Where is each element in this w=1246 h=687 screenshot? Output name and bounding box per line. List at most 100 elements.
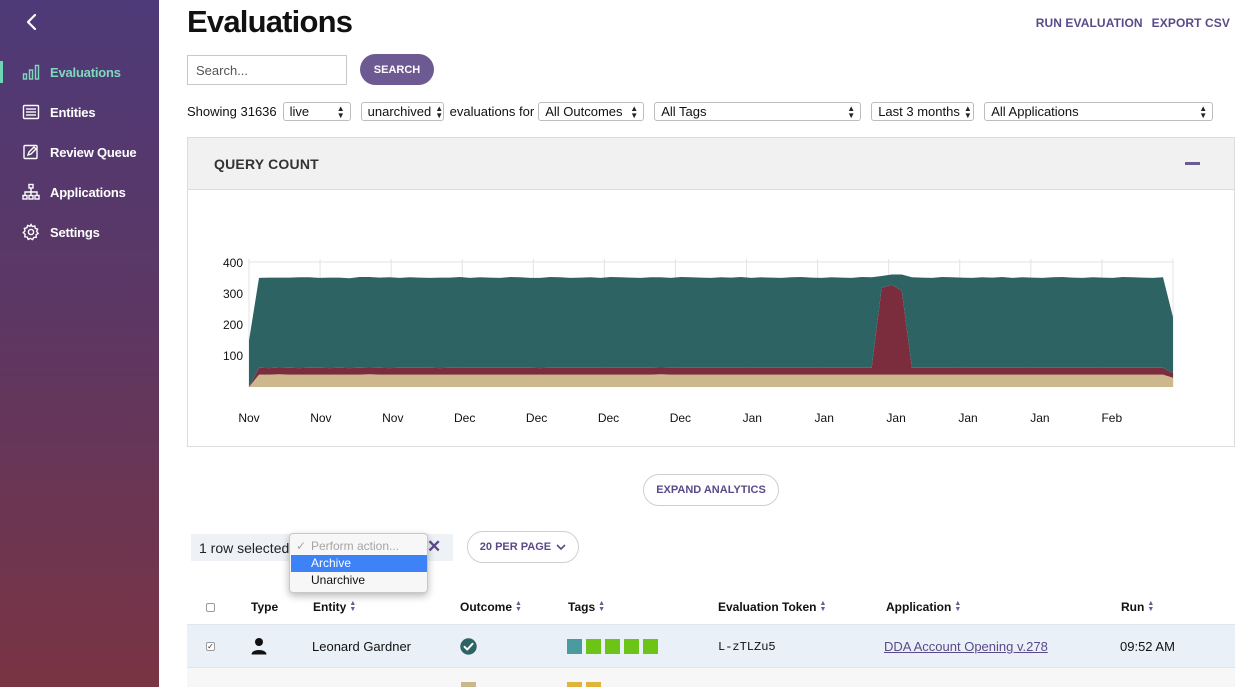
action-dropdown-menu: ✓ Perform action... Archive Unarchive [289, 533, 428, 593]
x-tick-label: Jan [958, 411, 977, 425]
select-all-checkbox[interactable] [206, 603, 215, 612]
column-header-evaluation-token[interactable]: Evaluation Token ▲ ▼ [718, 600, 826, 614]
area-series-0 [249, 374, 1173, 387]
archive-option[interactable]: Archive [291, 555, 427, 572]
header-label: Application [886, 600, 952, 614]
tag-chip[interactable] [605, 639, 620, 654]
bar-chart-icon [22, 63, 40, 81]
sidebar-item-evaluations[interactable]: Evaluations [0, 52, 159, 92]
sort-icon: ▲ ▼ [515, 600, 522, 613]
column-header-tags[interactable]: Tags ▲ ▼ [568, 600, 605, 614]
x-tick-label: Jan [743, 411, 762, 425]
tag-chip[interactable] [624, 639, 639, 654]
sidebar-item-entities[interactable]: Entities [0, 92, 159, 132]
search-input[interactable] [187, 55, 347, 85]
select-arrows-icon: ▲ ▼ [435, 103, 444, 120]
minus-icon[interactable] [1185, 162, 1200, 165]
card-title: QUERY COUNT [214, 156, 319, 172]
mode-select[interactable]: live ▲ ▼ [282, 102, 351, 121]
sidebar-item-label: Evaluations [50, 64, 121, 80]
period-select[interactable]: Last 3 months ▲ ▼ [871, 102, 975, 121]
showing-count: Showing 31636 [187, 104, 277, 119]
row-checkbox[interactable]: ✓ [206, 642, 215, 651]
sidebar-item-applications[interactable]: Applications [0, 172, 159, 212]
per-page-button[interactable]: 20 PER PAGE [467, 531, 579, 563]
query-count-chart: 100 200 300 400 Nov Nov Nov Dec Dec Dec Dec Jan Jan J… [223, 256, 1174, 425]
applications-select-value: All Applications [991, 104, 1079, 119]
expand-analytics-button[interactable]: EXPAND ANALYTICS [643, 474, 779, 506]
outcome-icon [461, 682, 476, 687]
x-tick-label: Dec [526, 411, 547, 425]
close-icon[interactable]: ✕ [427, 537, 442, 556]
tags-select[interactable]: All Tags ▲ ▼ [654, 102, 862, 121]
sitemap-icon [22, 183, 40, 201]
tag-chip[interactable] [567, 639, 582, 654]
archive-state-select-value: unarchived [367, 104, 432, 119]
select-arrows-icon: ▲ ▼ [630, 103, 639, 120]
page-title: Evaluations [187, 4, 353, 39]
query-count-card: QUERY COUNT 100 200 300 400 Nov Nov Nov Dec Dec D… [187, 137, 1235, 447]
y-tick-label: 300 [223, 287, 243, 301]
column-header-entity[interactable]: Entity ▲ ▼ [313, 600, 356, 614]
y-tick-label: 100 [223, 349, 243, 363]
check-icon: ✓ [296, 539, 307, 553]
entity-name[interactable]: Leonard Gardner [312, 639, 412, 654]
tag-chip[interactable] [586, 639, 601, 654]
select-arrows-icon: ▲ ▼ [847, 103, 856, 120]
sidebar-item-review-queue[interactable]: Review Queue [0, 132, 159, 172]
sidebar-item-settings[interactable]: Settings [0, 212, 159, 252]
list-icon [22, 103, 40, 121]
header-actions: RUN EVALUATION EXPORT CSV [1036, 16, 1230, 30]
sidebar: Evaluations Entities Review Queue Applic… [0, 0, 159, 687]
run-time: 09:52 AM [1120, 639, 1175, 654]
header-label: Evaluation Token [718, 600, 817, 614]
column-header-outcome[interactable]: Outcome ▲ ▼ [460, 600, 522, 614]
header-label: Entity [313, 600, 347, 614]
person-icon [250, 637, 268, 658]
sort-icon: ▲ ▼ [954, 600, 962, 613]
evaluation-token[interactable]: L-zTLZu5 [718, 640, 776, 654]
header-label: Type [251, 600, 279, 614]
option-label: Perform action... [311, 539, 400, 553]
tag-chip[interactable] [643, 639, 658, 654]
export-csv-button[interactable]: EXPORT CSV [1151, 16, 1230, 30]
select-arrows-icon: ▲ ▼ [963, 103, 972, 120]
run-evaluation-button[interactable]: RUN EVALUATION [1035, 16, 1143, 30]
tag-chip [586, 682, 601, 687]
outcomes-select[interactable]: All Outcomes ▲ ▼ [538, 102, 645, 121]
y-tick-label: 400 [223, 256, 243, 270]
tag-list [567, 639, 662, 654]
filter-connector-label: evaluations for [449, 104, 535, 119]
search-button[interactable]: SEARCH [360, 54, 434, 85]
x-tick-label: Jan [815, 411, 834, 425]
application-link[interactable]: DDA Account Opening v.278 [884, 639, 1048, 654]
person-icon [254, 681, 266, 687]
x-tick-label: Nov [310, 411, 331, 425]
header-label: Tags [568, 600, 596, 614]
sidebar-item-label: Applications [50, 184, 126, 200]
x-tick-label: Dec [598, 411, 619, 425]
x-tick-label: Jan [1030, 411, 1049, 425]
column-header-run[interactable]: Run ▲ ▼ [1121, 600, 1154, 614]
applications-select[interactable]: All Applications ▲ ▼ [984, 102, 1214, 121]
column-header-application[interactable]: Application ▲ ▼ [886, 600, 961, 614]
sidebar-item-label: Settings [50, 224, 100, 240]
table-row[interactable] [187, 668, 1235, 687]
y-tick-label: 200 [223, 318, 243, 332]
chevron-left-icon[interactable] [22, 12, 42, 32]
edit-icon [22, 143, 40, 161]
sidebar-item-label: Entities [50, 104, 96, 120]
sort-icon: ▲ ▼ [349, 600, 357, 613]
selected-count-label: 1 row selected [199, 540, 290, 556]
unarchive-option[interactable]: Unarchive [311, 573, 366, 587]
sort-icon: ▲ ▼ [1147, 600, 1155, 613]
outcomes-select-value: All Outcomes [545, 104, 623, 119]
archive-state-select[interactable]: unarchived ▲ ▼ [360, 102, 444, 121]
header-label: Run [1121, 600, 1145, 614]
gear-icon [22, 223, 40, 241]
select-arrows-icon: ▲ ▼ [336, 103, 345, 120]
table-row[interactable]: ✓ Leonard Gardner L-zTLZu5 DDA Account O… [187, 624, 1235, 668]
mode-select-value: live [289, 104, 310, 119]
filter-row: Showing 31636 live ▲ ▼ unarchived ▲ ▼ eval… [187, 102, 1214, 121]
card-header: QUERY COUNT [188, 138, 1234, 190]
